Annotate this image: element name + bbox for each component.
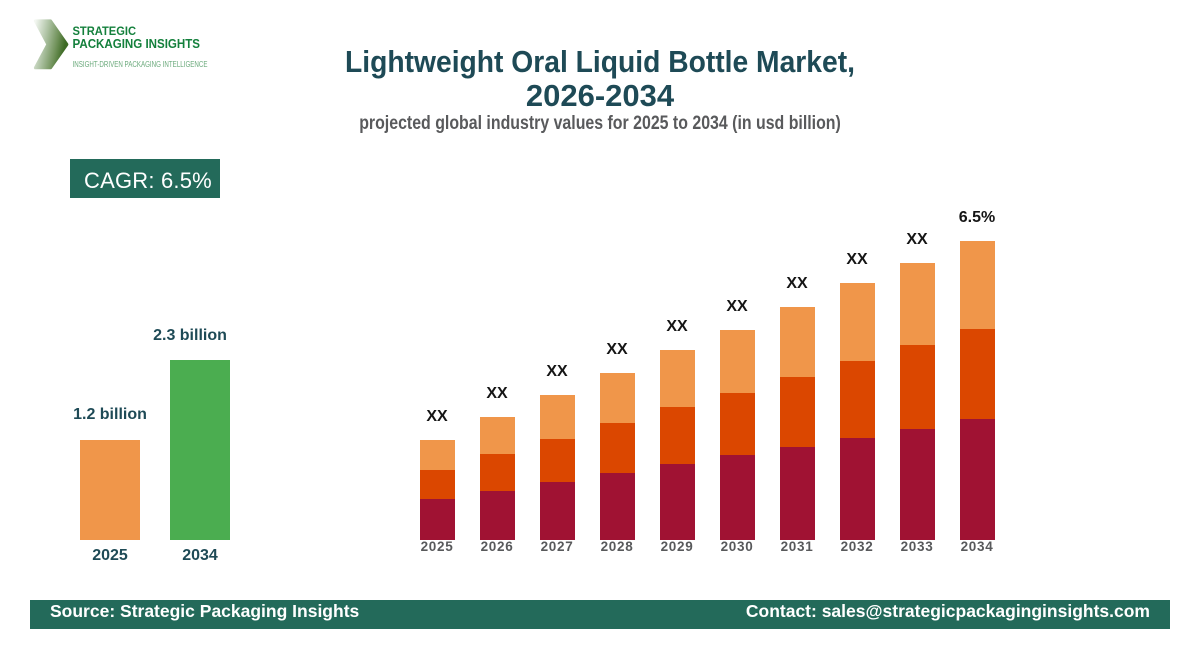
svg-text:PACKAGING INSIGHTS: PACKAGING INSIGHTS <box>73 37 201 51</box>
svg-text:INSIGHT-DRIVEN PACKAGING INTEL: INSIGHT-DRIVEN PACKAGING INTELLIGENCE <box>73 60 208 69</box>
svg-text:STRATEGIC: STRATEGIC <box>73 24 137 38</box>
